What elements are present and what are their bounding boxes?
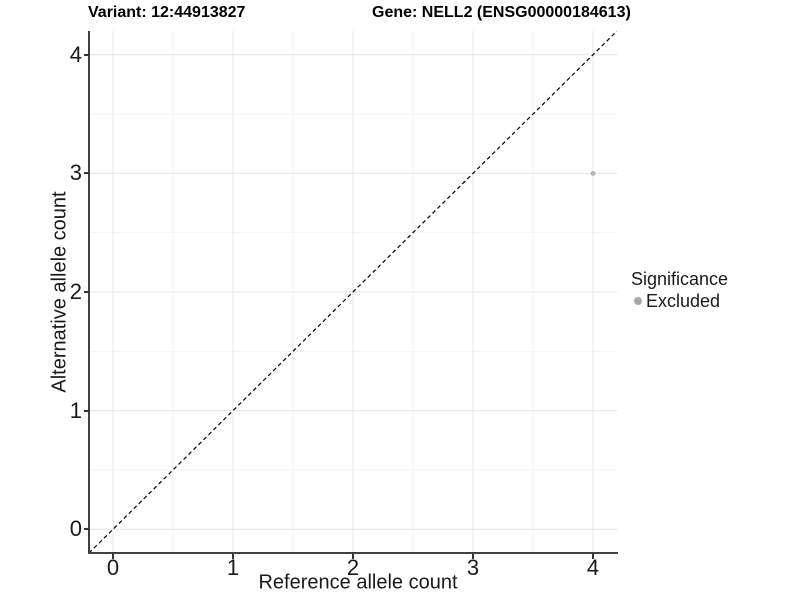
plot-panel-canvas: [89, 31, 617, 553]
x-tick-mark: [112, 554, 114, 559]
x-tick-mark: [232, 554, 234, 559]
x-tick-label: 3: [466, 555, 480, 580]
y-tick-label: 0: [69, 516, 82, 542]
y-tick-label: 3: [69, 160, 82, 186]
y-tick-label: 2: [69, 279, 82, 304]
legend-point-icon: [634, 297, 642, 305]
x-tick-label: 2: [346, 555, 360, 580]
y-axis-line: [88, 31, 90, 554]
y-tick-mark: [84, 291, 89, 293]
y-tick-label: 1: [69, 397, 82, 423]
y-tick-mark: [84, 409, 89, 412]
x-tick-mark: [352, 554, 354, 559]
x-tick-mark: [592, 554, 594, 559]
x-tick-label: 0: [106, 555, 120, 580]
plot-panel: [89, 31, 617, 553]
data-point: [590, 170, 596, 176]
legend-title: Significance: [631, 269, 729, 289]
legend-item-excluded: Excluded: [631, 290, 728, 312]
legend-item-label: Excluded: [646, 291, 721, 311]
x-tick-label: 1: [226, 555, 240, 580]
y-tick-label: 4: [69, 41, 82, 67]
identity-dashed-line: [89, 31, 617, 553]
x-axis-line: [88, 552, 618, 554]
legend: Significance Excluded: [631, 268, 728, 312]
x-tick-mark: [472, 554, 474, 559]
y-tick-mark: [84, 528, 89, 531]
x-axis-title: Reference allele count: [258, 571, 458, 594]
y-tick-mark: [84, 53, 89, 56]
y-tick-mark: [84, 172, 89, 175]
x-tick-label: 4: [586, 555, 600, 580]
plot-title-gene: Gene: NELL2 (ENSG00000184613): [372, 4, 631, 21]
plot-title-variant: Variant: 12:44913827: [88, 4, 246, 21]
